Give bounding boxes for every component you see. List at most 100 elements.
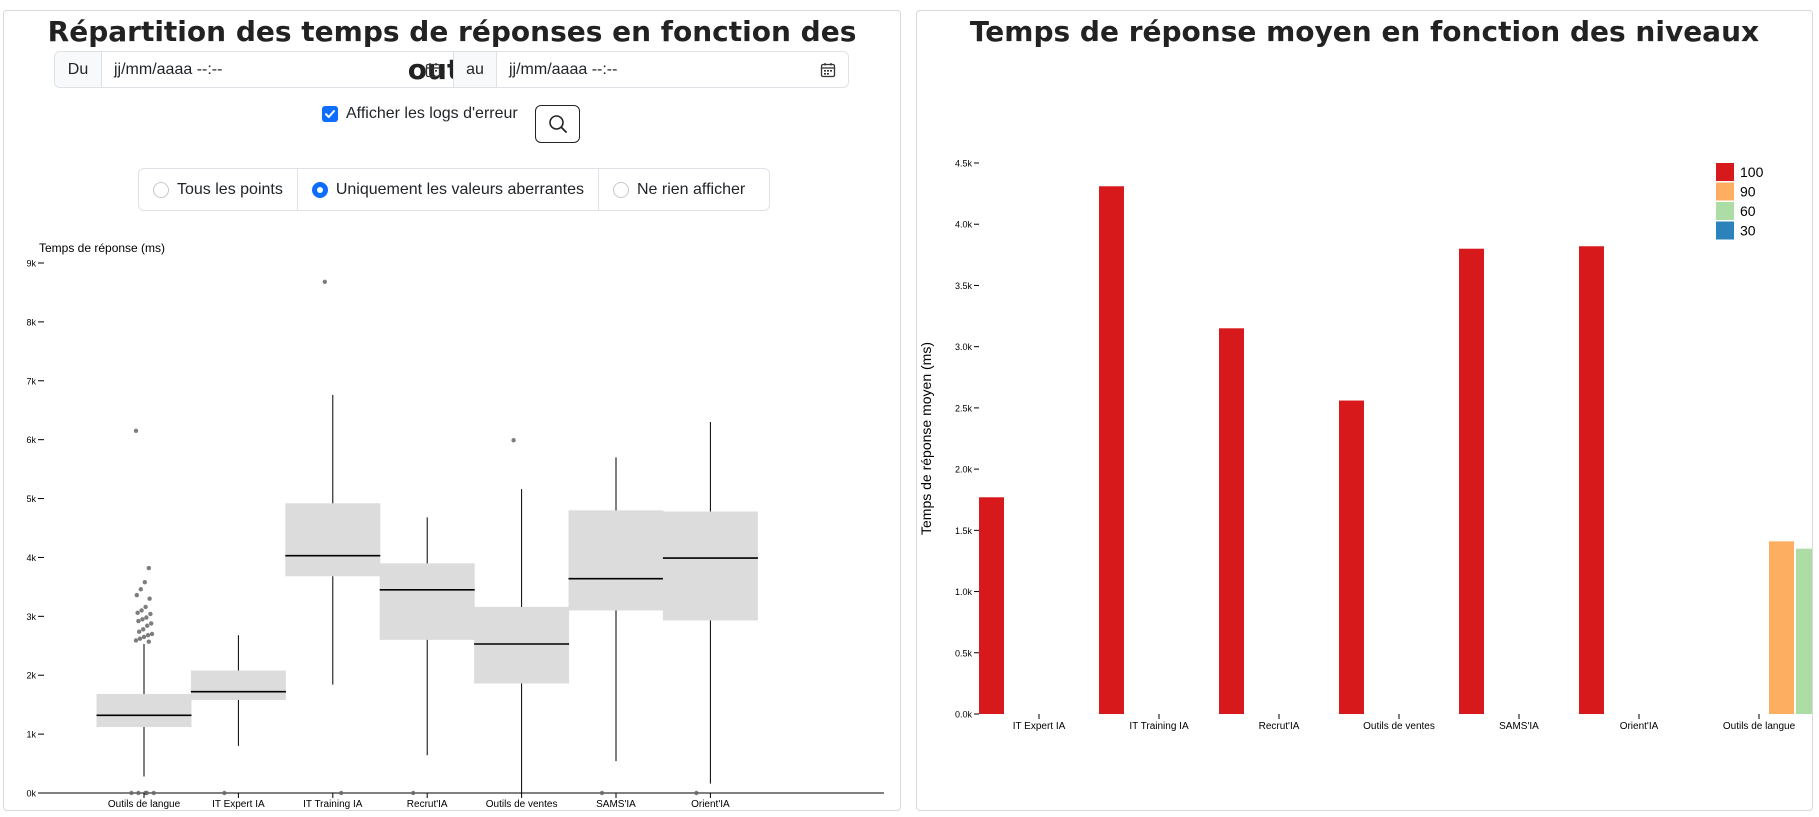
radio-outliers-only[interactable]: Uniquement les valeurs aberrantes	[298, 169, 599, 210]
boxplot-y-tick-label: 1k	[26, 730, 36, 740]
search-button[interactable]	[535, 105, 580, 143]
radio-button[interactable]	[311, 181, 328, 198]
bar-chart-y-tick-label: 2.5k	[955, 403, 973, 413]
bar-chart-y-tick-label: 4.0k	[955, 220, 973, 230]
boxplot-outlier-point	[146, 565, 151, 571]
boxplot-outlier-point	[411, 790, 416, 796]
calendar-icon[interactable]	[425, 62, 441, 78]
bar-chart-x-tick-label: Orient'IA	[1620, 721, 1659, 732]
bar-chart-x-tick-label: Outils de ventes	[1363, 721, 1435, 732]
error-logs-toggle[interactable]: Afficher les logs d'erreur	[322, 105, 518, 123]
bar	[1219, 328, 1244, 714]
bar-chart-y-tick-label: 3.5k	[955, 281, 973, 291]
boxplot-y-tick-label: 9k	[26, 259, 36, 269]
boxplot-x-tick-label: Outils de ventes	[486, 799, 558, 810]
boxplot-y-tick-label: 0k	[26, 789, 36, 799]
boxplot-outlier-point	[222, 790, 227, 796]
date-to-input[interactable]: jj/mm/aaaa --:--	[497, 52, 848, 87]
bar	[1579, 246, 1604, 715]
point-display-radio-group: Tous les points Uniquement les valeurs a…	[138, 168, 770, 211]
boxplot-outlier-point	[138, 587, 143, 592]
legend-label: 90	[1740, 184, 1756, 200]
boxplot-box	[568, 510, 664, 611]
boxplot-y-tick-label: 6k	[26, 435, 36, 445]
bar-chart-x-tick-label: Outils de langue	[1723, 721, 1796, 732]
boxplot-outlier-point	[145, 623, 150, 628]
bar-chart-y-axis-label: Temps de réponse moyen (ms)	[918, 342, 934, 535]
legend-swatch	[1716, 163, 1734, 181]
boxplot-y-tick-label: 3k	[26, 612, 36, 622]
boxplot-outlier-point	[141, 627, 146, 632]
boxplot-outlier-point	[145, 632, 151, 638]
boxplot-outlier-point	[322, 279, 327, 285]
boxplot-outlier-point	[151, 790, 156, 796]
bar-chart-x-tick-label: IT Expert IA	[1013, 721, 1066, 732]
boxplot-box	[474, 606, 570, 684]
boxplot-x-tick-label: Outils de langue	[108, 799, 181, 810]
date-range-group: Du jj/mm/aaaa --:-- au jj/mm/aaaa --:--	[54, 51, 849, 88]
date-to-value: jj/mm/aaaa --:--	[509, 60, 618, 78]
date-from-label: Du	[55, 52, 102, 87]
bar	[1796, 548, 1812, 714]
boxplot-outlier-point	[149, 621, 154, 626]
date-from-input[interactable]: jj/mm/aaaa --:--	[102, 52, 453, 87]
boxplot-x-tick-label: SAMS'IA	[596, 799, 636, 810]
bar	[1339, 400, 1364, 714]
boxplot-outlier-point	[133, 428, 139, 434]
legend-swatch	[1716, 221, 1734, 240]
bar-chart-y-tick-label: 0.5k	[955, 648, 973, 658]
boxplot-box	[190, 670, 286, 700]
boxplot-x-tick-label: IT Training IA	[303, 799, 363, 810]
bar-chart-y-tick-label: 3.0k	[955, 342, 973, 352]
boxplot-box	[96, 694, 192, 728]
boxplot-x-tick-label: IT Expert IA	[212, 799, 265, 810]
boxplot-outlier-point	[144, 790, 149, 796]
boxplot-box	[662, 511, 758, 621]
boxplot-outlier-point	[339, 790, 344, 796]
legend-label: 60	[1740, 203, 1756, 219]
boxplot-outlier-point	[141, 634, 147, 640]
date-to-label: au	[453, 52, 497, 87]
radio-button[interactable]	[153, 181, 169, 198]
boxplot-outlier-point	[129, 790, 134, 796]
legend-swatch	[1716, 182, 1734, 201]
calendar-icon[interactable]	[820, 62, 836, 78]
boxplot-outlier-point	[136, 790, 141, 796]
bar-chart-y-tick-label: 4.5k	[955, 159, 973, 169]
boxplot-y-tick-label: 4k	[26, 553, 36, 563]
boxplot-outlier-point	[139, 608, 144, 613]
boxplot-y-tick-label: 2k	[26, 671, 36, 681]
legend-swatch	[1716, 202, 1734, 220]
boxplot-y-axis-label: Temps de réponse (ms)	[39, 241, 165, 255]
error-logs-checkbox[interactable]	[322, 106, 338, 122]
radio-none[interactable]: Ne rien afficher	[599, 169, 759, 210]
boxplot-outlier-point	[144, 615, 149, 620]
boxplot-y-tick-label: 8k	[26, 317, 36, 327]
bar-chart-x-tick-label: SAMS'IA	[1499, 721, 1539, 732]
boxplot-outlier-point	[146, 639, 151, 644]
bar-chart-y-tick-label: 0.0k	[955, 710, 973, 720]
bar-chart-card: Temps de réponse moyen en fonction des n…	[916, 10, 1813, 811]
bar-chart-y-tick-label: 1.0k	[955, 587, 973, 597]
bar-chart-x-tick-label: Recrut'IA	[1259, 721, 1300, 732]
checkmark-icon	[325, 110, 335, 118]
radio-all-points[interactable]: Tous les points	[139, 169, 298, 210]
boxplot-outlier-point	[599, 790, 605, 796]
legend-label: 100	[1740, 164, 1764, 180]
boxplot-outlier-point	[142, 579, 147, 585]
boxplot-box	[379, 563, 475, 640]
boxplot-x-tick-label: Recrut'IA	[407, 799, 448, 810]
bar-chart-title: Temps de réponse moyen en fonction des n…	[969, 15, 1760, 48]
radio-label: Ne rien afficher	[636, 180, 746, 198]
radio-label: Uniquement les valeurs aberrantes	[335, 180, 584, 198]
boxplot-outlier-point	[147, 596, 152, 601]
boxplot-card: Répartition des temps de réponses en fon…	[3, 10, 901, 811]
bar	[1099, 186, 1124, 714]
legend-label: 30	[1740, 223, 1756, 239]
bar	[1459, 248, 1484, 714]
boxplot-x-tick-label: Orient'IA	[691, 799, 730, 810]
bar	[979, 497, 1004, 714]
boxplot-outlier-point	[143, 604, 148, 610]
radio-button[interactable]	[612, 181, 629, 198]
boxplot-outlier-point	[694, 790, 699, 796]
